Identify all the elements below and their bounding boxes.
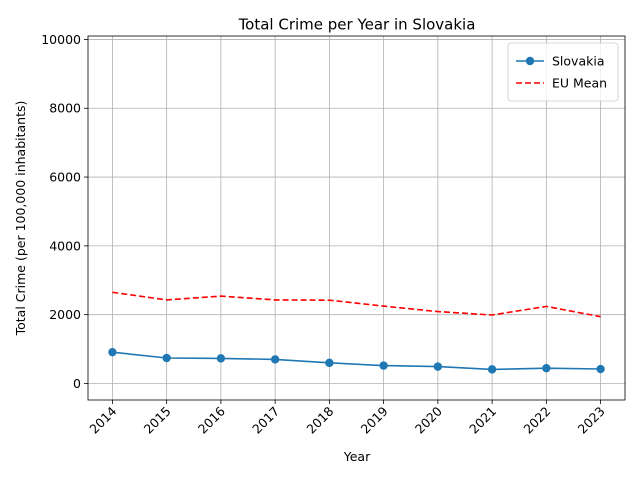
- legend-label: Slovakia: [552, 54, 604, 69]
- legend-entry: Slovakia: [516, 54, 604, 69]
- y-tick: 2000: [49, 307, 88, 322]
- series-line-slovakia: [112, 351, 601, 371]
- data-point: [270, 355, 280, 364]
- y-tick: 0: [73, 376, 88, 391]
- data-point: [596, 364, 605, 374]
- y-axis: 0 2000 4000 6000 8000 10000: [41, 32, 88, 391]
- y-tick-label: 4000: [49, 238, 81, 253]
- x-tick-label: 2019: [358, 403, 391, 436]
- y-tick: 6000: [49, 170, 88, 185]
- x-tick: 2019: [358, 400, 391, 437]
- x-tick-label: 2023: [575, 404, 608, 437]
- x-tick-label: 2016: [195, 403, 228, 436]
- data-point: [325, 358, 334, 368]
- data-point: [162, 353, 171, 363]
- x-axis-label: Year: [343, 449, 371, 464]
- x-tick-label: 2017: [249, 404, 282, 437]
- x-tick-label: 2014: [86, 403, 119, 436]
- y-tick: 8000: [49, 101, 88, 116]
- data-point: [542, 363, 551, 373]
- x-tick-label: 2022: [520, 404, 553, 437]
- data-point: [108, 347, 117, 357]
- x-tick: 2015: [141, 400, 174, 437]
- x-tick: 2020: [412, 400, 445, 437]
- data-point: [433, 362, 443, 371]
- legend-label: EU Mean: [552, 76, 607, 91]
- y-tick-label: 2000: [49, 307, 81, 322]
- series-line-eu-mean: [112, 291, 601, 318]
- x-tick: 2021: [466, 400, 499, 437]
- y-tick-label: 0: [73, 376, 81, 391]
- y-tick-label: 6000: [49, 170, 81, 185]
- y-tick-label: 10000: [41, 32, 81, 47]
- x-tick-label: 2020: [412, 403, 445, 436]
- x-tick: 2023: [575, 400, 608, 437]
- x-tick: 2014: [86, 400, 120, 437]
- x-axis: 2014 2015 2016 2017 2018 2019 2020 2021 2022 2023: [86, 400, 608, 437]
- x-tick-label: 2021: [466, 404, 499, 437]
- legend-frame: [507, 42, 619, 102]
- data-point: [487, 365, 497, 374]
- series-layer: [108, 291, 605, 374]
- y-tick: 4000: [49, 238, 88, 253]
- plot-area-frame: [87, 35, 626, 401]
- legend-entry: EU Mean: [516, 76, 607, 91]
- legend: Slovakia EU Mean: [507, 42, 619, 102]
- x-tick-label: 2018: [303, 403, 336, 436]
- y-axis-label: Total Crime (per 100,000 inhabitants): [13, 101, 28, 337]
- grid-lines: [88, 36, 625, 400]
- data-point: [379, 361, 388, 370]
- x-tick: 2018: [303, 400, 337, 437]
- x-tick: 2016: [195, 400, 228, 437]
- x-tick-label: 2015: [141, 404, 174, 437]
- y-tick: 10000: [41, 32, 88, 47]
- x-tick: 2017: [249, 400, 282, 437]
- x-tick: 2022: [520, 400, 553, 437]
- chart-title: Total Crime per Year in Slovakia: [238, 16, 476, 34]
- legend-marker: [525, 56, 535, 66]
- data-point: [216, 354, 226, 363]
- y-tick-label: 8000: [49, 101, 81, 116]
